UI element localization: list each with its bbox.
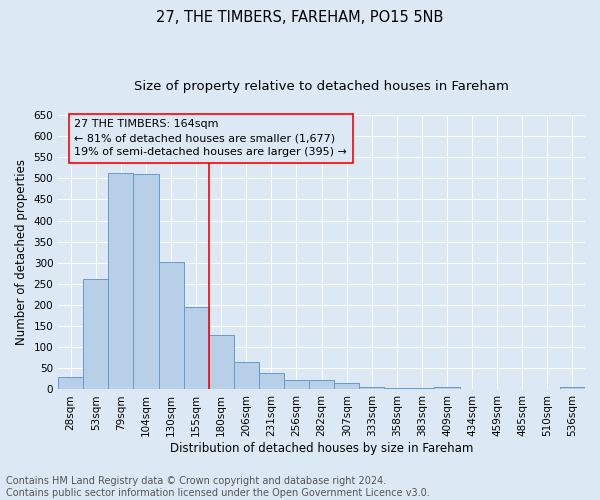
Bar [209, 334, 234, 390]
Bar [184, 306, 209, 390]
Text: 27 THE TIMBERS: 164sqm
← 81% of detached houses are smaller (1,677)
19% of semi-: 27 THE TIMBERS: 164sqm ← 81% of detached… [74, 119, 347, 157]
Bar [259, 373, 284, 390]
Bar [284, 380, 309, 390]
Bar [560, 388, 585, 390]
Bar [434, 388, 460, 390]
Bar [385, 388, 409, 390]
Bar [133, 174, 158, 390]
Text: 27, THE TIMBERS, FAREHAM, PO15 5NB: 27, THE TIMBERS, FAREHAM, PO15 5NB [157, 10, 443, 25]
Bar [309, 380, 334, 390]
Bar [109, 174, 133, 390]
Y-axis label: Number of detached properties: Number of detached properties [15, 159, 28, 345]
Bar [409, 388, 434, 390]
Bar [83, 279, 109, 390]
Bar [158, 262, 184, 390]
Text: Contains HM Land Registry data © Crown copyright and database right 2024.
Contai: Contains HM Land Registry data © Crown c… [6, 476, 430, 498]
Title: Size of property relative to detached houses in Fareham: Size of property relative to detached ho… [134, 80, 509, 93]
Bar [58, 377, 83, 390]
Bar [234, 362, 259, 390]
Bar [359, 386, 385, 390]
Bar [334, 383, 359, 390]
X-axis label: Distribution of detached houses by size in Fareham: Distribution of detached houses by size … [170, 442, 473, 455]
